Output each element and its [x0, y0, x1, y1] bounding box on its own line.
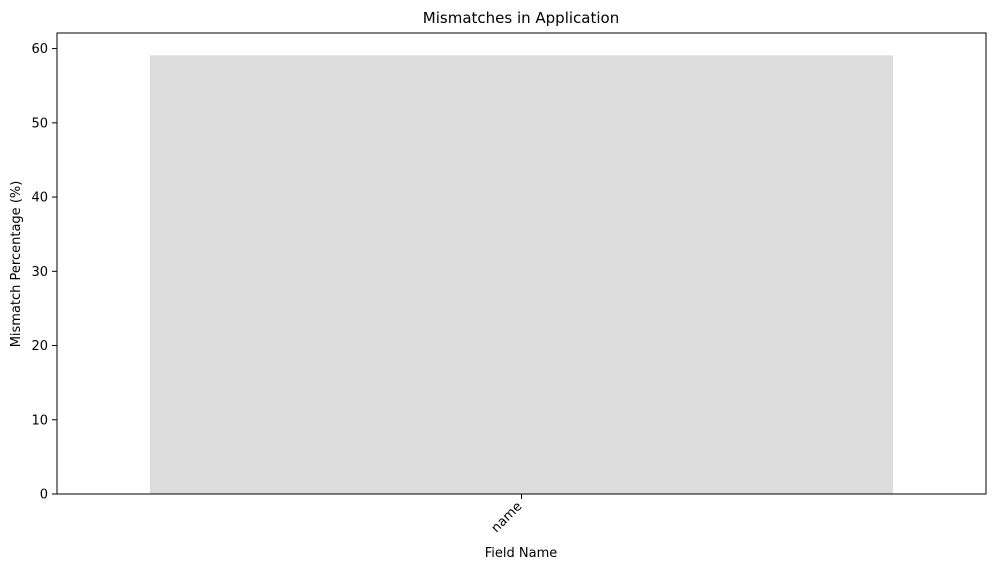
chart-title: Mismatches in Application [423, 9, 619, 27]
bars-group [149, 55, 894, 495]
y-axis: 0 10 20 30 40 50 60 [31, 42, 57, 503]
y-tick-label: 40 [31, 191, 48, 206]
y-tick-label: 20 [31, 339, 48, 354]
y-tick-label: 50 [31, 116, 48, 131]
y-tick-label: 10 [31, 413, 48, 428]
x-tick-label: name [489, 499, 526, 536]
plot-frame [56, 32, 987, 495]
x-axis-label: Field Name [485, 546, 558, 561]
y-tick-label: 60 [31, 42, 48, 57]
y-tick-label: 0 [40, 488, 48, 503]
y-axis-label: Mismatch Percentage (%) [9, 181, 24, 348]
bar-name [149, 55, 894, 495]
x-axis: name [489, 494, 526, 536]
y-tick-label: 30 [31, 265, 48, 280]
